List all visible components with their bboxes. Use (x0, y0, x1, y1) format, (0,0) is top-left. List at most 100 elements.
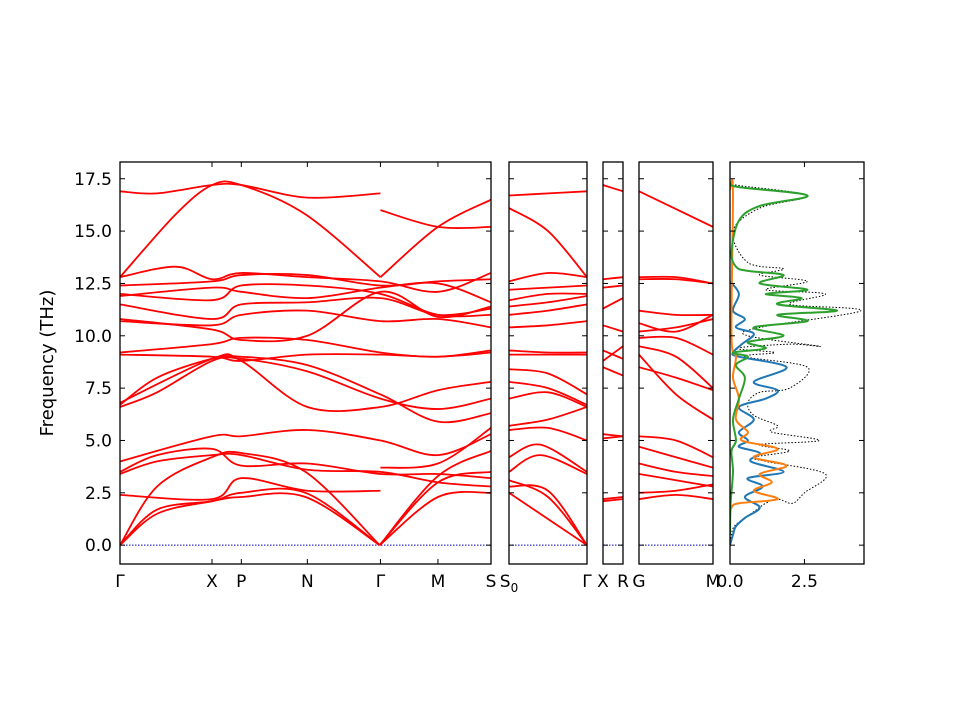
band-b-2.4 (120, 477, 381, 501)
x-tick-label: X (597, 572, 609, 592)
band-p3-d (603, 433, 623, 438)
band-b-10.7b (120, 290, 491, 343)
x-tick-label: Γ (115, 572, 125, 592)
band-p3-b (603, 496, 623, 500)
band-p4-c1 (639, 445, 713, 469)
band-p4-d2 (639, 345, 713, 389)
x-tick-label: 0.0 (716, 572, 743, 592)
x-tick-label: S (486, 572, 497, 592)
dos-curve-total (730, 180, 862, 546)
band-p2-f1 (509, 207, 587, 278)
band-p2-e2 (509, 303, 587, 316)
panel-plot-area (639, 190, 713, 546)
band-p4-e1 (639, 335, 713, 356)
band-p2-a2 (509, 484, 587, 546)
y-tick-label: 0.0 (85, 536, 112, 556)
band-acoustic-1 (120, 492, 381, 546)
panel-plot-area (730, 179, 862, 546)
band-p3-i (603, 297, 623, 310)
dos-curve-partial-3 (730, 182, 839, 535)
band-p2-f2 (509, 190, 587, 197)
panel-0: Γ X P N Γ M S 0.0 2.5 5.0 7.5 10.0 12.5 15.0 17.5 (74, 161, 497, 592)
band-p2-a3 (509, 479, 587, 546)
x-tick-label: M (706, 572, 721, 592)
band-p2-e5 (509, 284, 587, 291)
y-tick-label: 12.5 (74, 274, 112, 294)
y-axis-label: Frequency (THz) (37, 290, 58, 437)
band-b-top-lower (120, 180, 382, 278)
panel-frame (119, 161, 492, 565)
band-b-12.8 (120, 265, 491, 293)
band-p3-g (603, 349, 623, 360)
band-p3-l (603, 184, 623, 193)
panel-plot-area (603, 184, 623, 546)
band-b-6.6b (120, 355, 491, 424)
y-tick-label: 15.0 (74, 222, 112, 242)
x-tick-label: P (236, 572, 246, 592)
band-p2-d2 (509, 349, 587, 354)
band-b-top-gm1 (379, 198, 491, 278)
band-p4-d1 (639, 366, 713, 392)
band-b-11.9 (120, 281, 491, 304)
band-p2-a1 (509, 492, 587, 546)
band-p4-b2 (639, 462, 713, 477)
band-p2-b4 (509, 406, 587, 427)
band-b-10.7a (120, 309, 491, 329)
band-p3-f (603, 345, 623, 362)
panel-1: S0 Γ (500, 161, 592, 595)
panel-frame (508, 161, 588, 565)
band-p3-a (603, 498, 623, 503)
band-b-top-gm2 (380, 209, 491, 230)
x-tick-label: Γ (376, 572, 386, 592)
band-p3-k (603, 276, 623, 281)
x-tick-label: S0 (500, 572, 518, 595)
band-p4-a1 (639, 494, 713, 500)
band-p2-e1 (509, 320, 587, 329)
x-tick-label: 2.5 (791, 572, 818, 592)
band-b-12.0 (120, 283, 491, 318)
x-tick-label: N (301, 572, 314, 592)
band-p3-e (603, 366, 623, 377)
band-p4-e4 (639, 309, 713, 317)
band-b-5.2 (380, 427, 491, 469)
band-p2-e3 (509, 295, 587, 308)
y-tick-label: 5.0 (85, 431, 112, 451)
y-tick-label: 2.5 (85, 484, 112, 504)
band-p2-e4 (509, 292, 587, 302)
band-b-3.4 (120, 452, 491, 488)
panel-plot-area (120, 180, 491, 546)
band-b-5.1 (120, 429, 491, 463)
panel-4: 0.0 2.5 (716, 161, 865, 592)
band-p4-g1 (639, 190, 713, 228)
band-p3-j (603, 284, 623, 289)
band-b-top-upper (120, 182, 381, 199)
x-tick-label: M (431, 572, 446, 592)
band-p2-e6 (509, 272, 587, 283)
band-p2-c1 (509, 391, 587, 408)
band-p4-c2 (639, 435, 713, 459)
band-p4-b1 (639, 473, 713, 488)
panel-plot-area (509, 190, 587, 546)
band-p2-c2 (509, 380, 587, 406)
band-p4-e3 (639, 314, 713, 333)
band-p2-c3 (509, 368, 587, 396)
band-acoustic-6 (379, 450, 491, 546)
band-b-6.6a (120, 356, 491, 410)
band-p4-f2 (639, 275, 713, 285)
x-tick-label: G (632, 572, 645, 592)
band-acoustic-4 (379, 490, 491, 546)
band-p2-b3 (509, 426, 587, 442)
x-tick-label: Γ (582, 572, 592, 592)
y-tick-label: 7.5 (85, 379, 112, 399)
band-p4-d3 (639, 354, 713, 421)
band-p2-b2 (509, 443, 587, 473)
band-acoustic-2 (120, 487, 381, 546)
panel-frame (638, 161, 714, 565)
band-b-9.1b (120, 336, 491, 358)
band-b-12.4 (120, 273, 491, 287)
band-b-6.7 (120, 353, 491, 412)
y-tick-label: 10.0 (74, 327, 112, 347)
band-p4-a2 (639, 483, 713, 494)
